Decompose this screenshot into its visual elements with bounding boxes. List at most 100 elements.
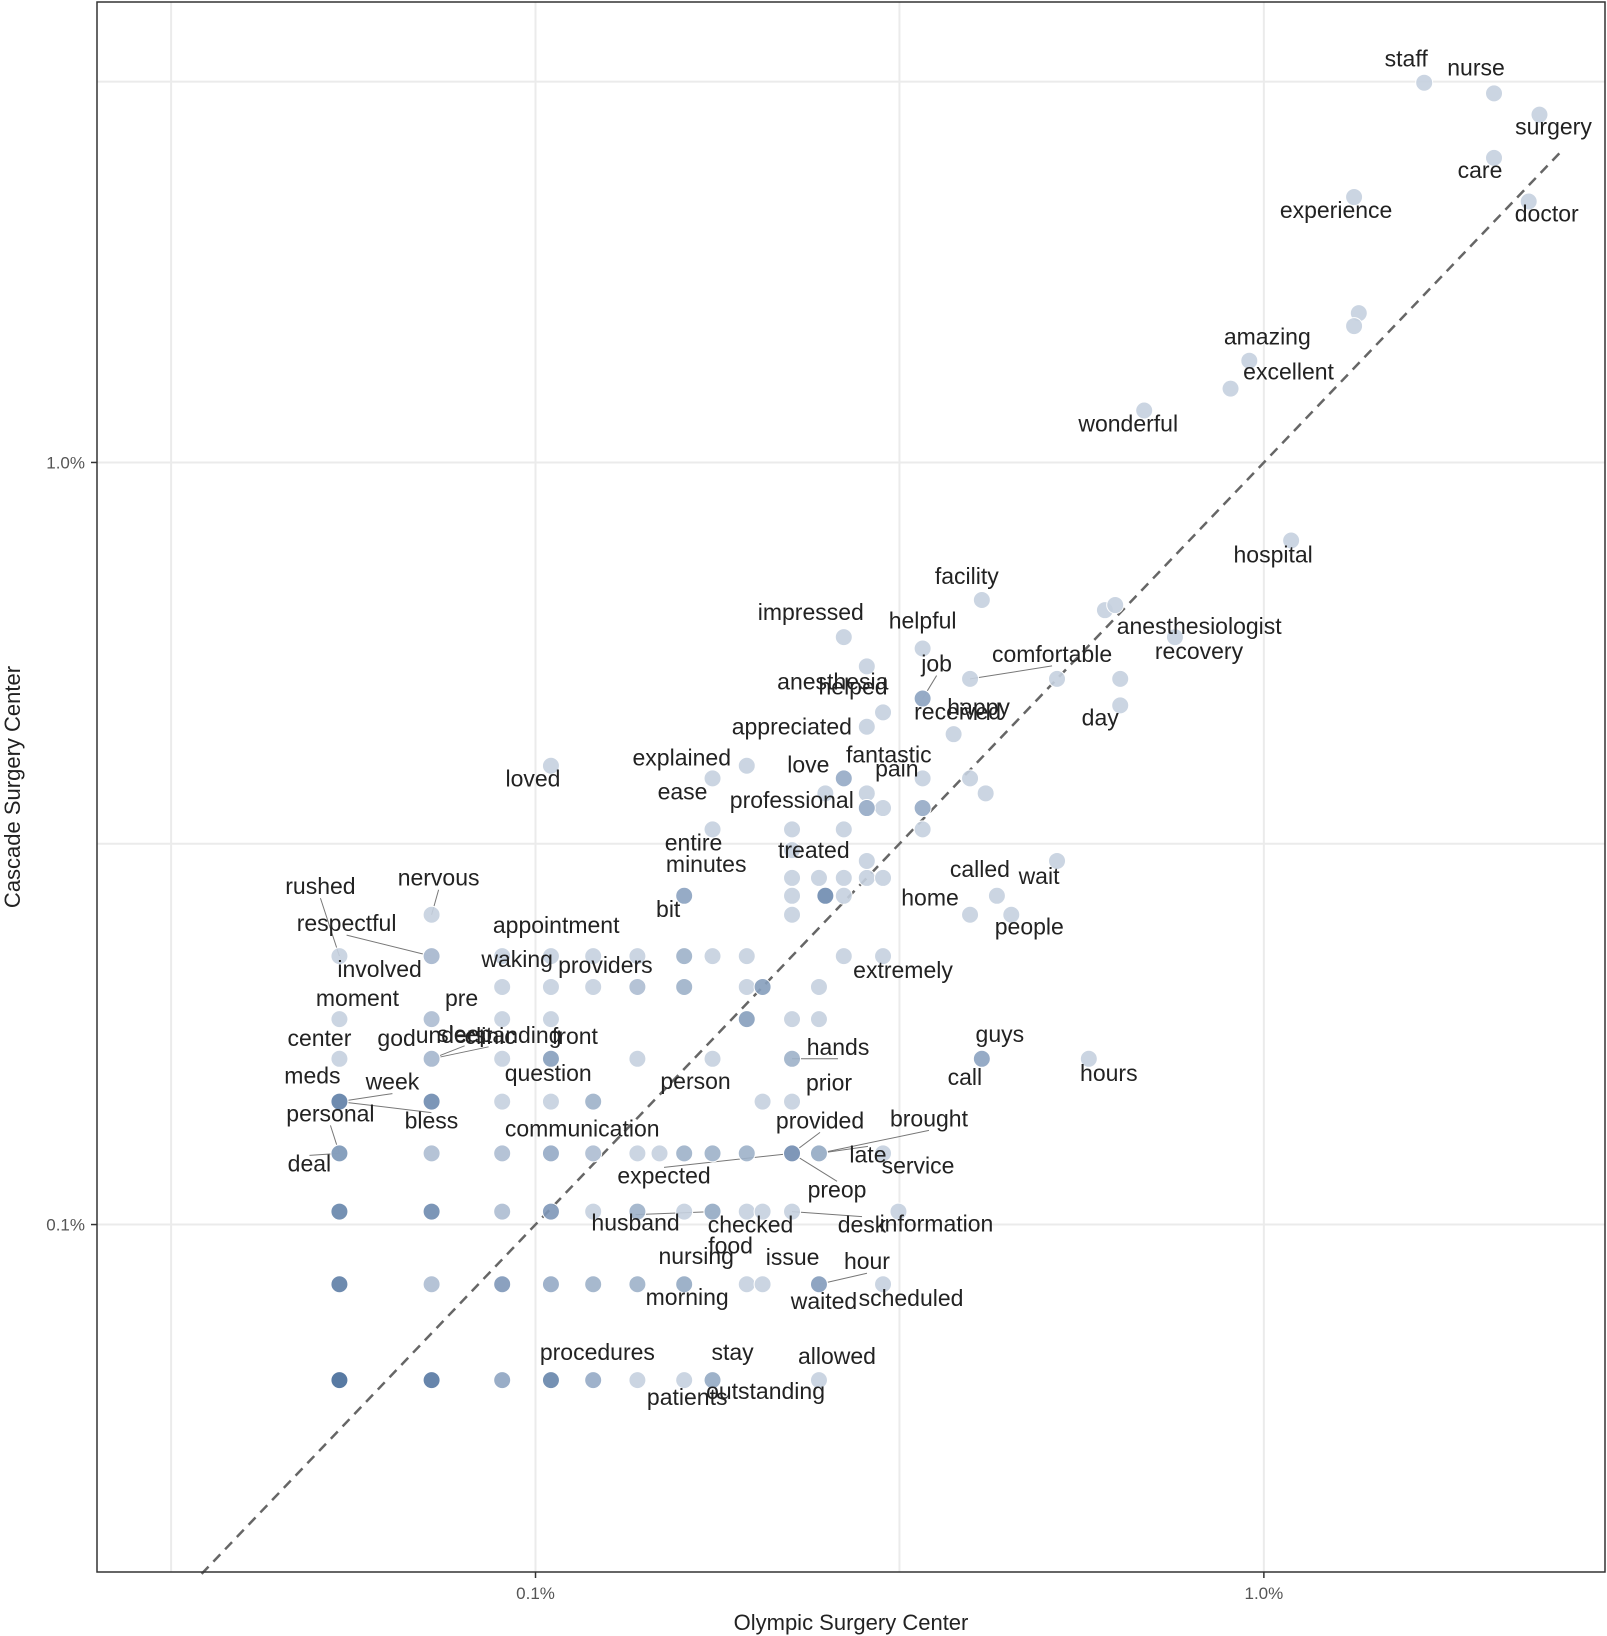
panel-border xyxy=(96,1,1606,1573)
word-label-guys: guys xyxy=(976,1021,1025,1047)
word-label-day: day xyxy=(1082,704,1120,730)
data-point-outstanding xyxy=(703,1371,722,1390)
data-point-information xyxy=(889,1202,908,1221)
data-point-waking xyxy=(493,977,512,996)
word-label-stay: stay xyxy=(711,1339,754,1365)
data-point-people xyxy=(1002,905,1021,924)
data-point-facility xyxy=(972,590,991,609)
word-label-happy: happy xyxy=(947,694,1010,720)
word-label-amazing: amazing xyxy=(1224,324,1311,350)
data-point xyxy=(628,1275,647,1294)
data-point xyxy=(628,1202,647,1221)
data-point xyxy=(857,868,876,887)
word-label-hours: hours xyxy=(1080,1060,1138,1086)
data-point xyxy=(541,1092,560,1111)
word-label-surgery: surgery xyxy=(1515,114,1592,140)
data-point-procedures xyxy=(628,1371,647,1390)
grid xyxy=(97,2,1605,1572)
word-label-nurse: nurse xyxy=(1447,54,1505,80)
word-label-checked: checked xyxy=(708,1212,794,1238)
data-point xyxy=(675,1202,694,1221)
word-label-extremely: extremely xyxy=(853,957,953,983)
word-label-information: information xyxy=(880,1211,994,1237)
data-point xyxy=(493,1275,512,1294)
data-point-hospital xyxy=(1282,531,1301,550)
word-label-nursing: nursing xyxy=(658,1243,733,1269)
data-point xyxy=(753,977,772,996)
data-point-extremely xyxy=(874,947,893,966)
data-point-bless xyxy=(330,1092,349,1111)
data-point-excellent xyxy=(1221,379,1240,398)
data-point-home xyxy=(961,905,980,924)
word-label-allowed: allowed xyxy=(798,1343,876,1369)
word-label-experience: experience xyxy=(1280,197,1393,223)
data-point xyxy=(628,1049,647,1068)
word-label-question: question xyxy=(505,1060,592,1086)
word-label-explained: explained xyxy=(633,745,731,771)
word-label-fantastic: fantastic xyxy=(846,741,932,767)
data-point-understanding xyxy=(422,1049,441,1068)
word-label-nervous: nervous xyxy=(398,865,480,891)
data-point-desk xyxy=(783,1202,802,1221)
word-label-patients: patients xyxy=(647,1384,728,1410)
word-label-excellent: excellent xyxy=(1243,359,1334,385)
data-point-nurse xyxy=(1485,84,1504,103)
data-point-preop xyxy=(783,1144,802,1163)
data-point-hours xyxy=(1079,1049,1098,1068)
data-point xyxy=(330,1371,349,1390)
word-label-anesthesiologist: anesthesiologist xyxy=(1117,613,1283,639)
data-point-involved xyxy=(422,947,441,966)
word-label-job: job xyxy=(920,651,952,677)
word-label-desk: desk xyxy=(838,1212,887,1238)
y-tick-label: 0.1% xyxy=(46,1216,85,1235)
axis-ticks: 0.1% 1.0% 0.1% 1.0% xyxy=(46,453,1283,1603)
data-point-food xyxy=(753,1202,772,1221)
data-point xyxy=(834,868,853,887)
word-label-hour: hour xyxy=(844,1248,890,1274)
data-point xyxy=(913,820,932,839)
data-point-pre xyxy=(422,1010,441,1029)
word-label-understanding: understanding xyxy=(416,1022,562,1048)
data-point xyxy=(809,868,828,887)
data-point-clinic xyxy=(493,1010,512,1029)
data-point-anesthesia xyxy=(857,657,876,676)
word-label-helped: helped xyxy=(818,673,887,699)
data-point xyxy=(913,799,932,818)
word-label-hands: hands xyxy=(807,1034,870,1060)
x-tick-label: 0.1% xyxy=(516,1584,555,1603)
word-label-entire: entire xyxy=(665,829,723,855)
word-label-impressed: impressed xyxy=(758,599,864,625)
data-point-center xyxy=(330,1049,349,1068)
data-point-wonderful xyxy=(1135,401,1154,420)
data-point xyxy=(834,947,853,966)
data-point-appreciated xyxy=(857,717,876,736)
data-point-entire xyxy=(703,820,722,839)
data-point xyxy=(584,1275,603,1294)
data-point xyxy=(834,820,853,839)
data-point xyxy=(675,977,694,996)
word-label-treated: treated xyxy=(778,837,850,863)
data-point-appointment xyxy=(493,947,512,966)
word-label-home: home xyxy=(901,885,959,911)
data-point xyxy=(541,1275,560,1294)
y-axis-label: Cascade Surgery Center xyxy=(0,666,25,908)
leader-expected xyxy=(663,1152,793,1168)
data-point-doctor xyxy=(1519,192,1538,211)
word-label-doctor: doctor xyxy=(1515,201,1579,227)
data-point-checked xyxy=(703,1202,722,1221)
data-point xyxy=(703,1144,722,1163)
data-point xyxy=(541,1049,560,1068)
data-point xyxy=(737,1144,756,1163)
word-label-pre: pre xyxy=(445,985,478,1011)
x-tick-label: 1.0% xyxy=(1245,1584,1284,1603)
data-point-allowed xyxy=(809,1371,828,1390)
word-label-late: late xyxy=(849,1141,886,1167)
word-label-people: people xyxy=(995,914,1064,940)
data-point-explained xyxy=(737,756,756,775)
data-point xyxy=(628,947,647,966)
data-point-care xyxy=(1485,148,1504,167)
data-point-wait xyxy=(1048,851,1067,870)
word-label-meds: meds xyxy=(284,1063,340,1089)
word-label-ease: ease xyxy=(658,778,708,804)
word-label-involved: involved xyxy=(337,956,421,982)
